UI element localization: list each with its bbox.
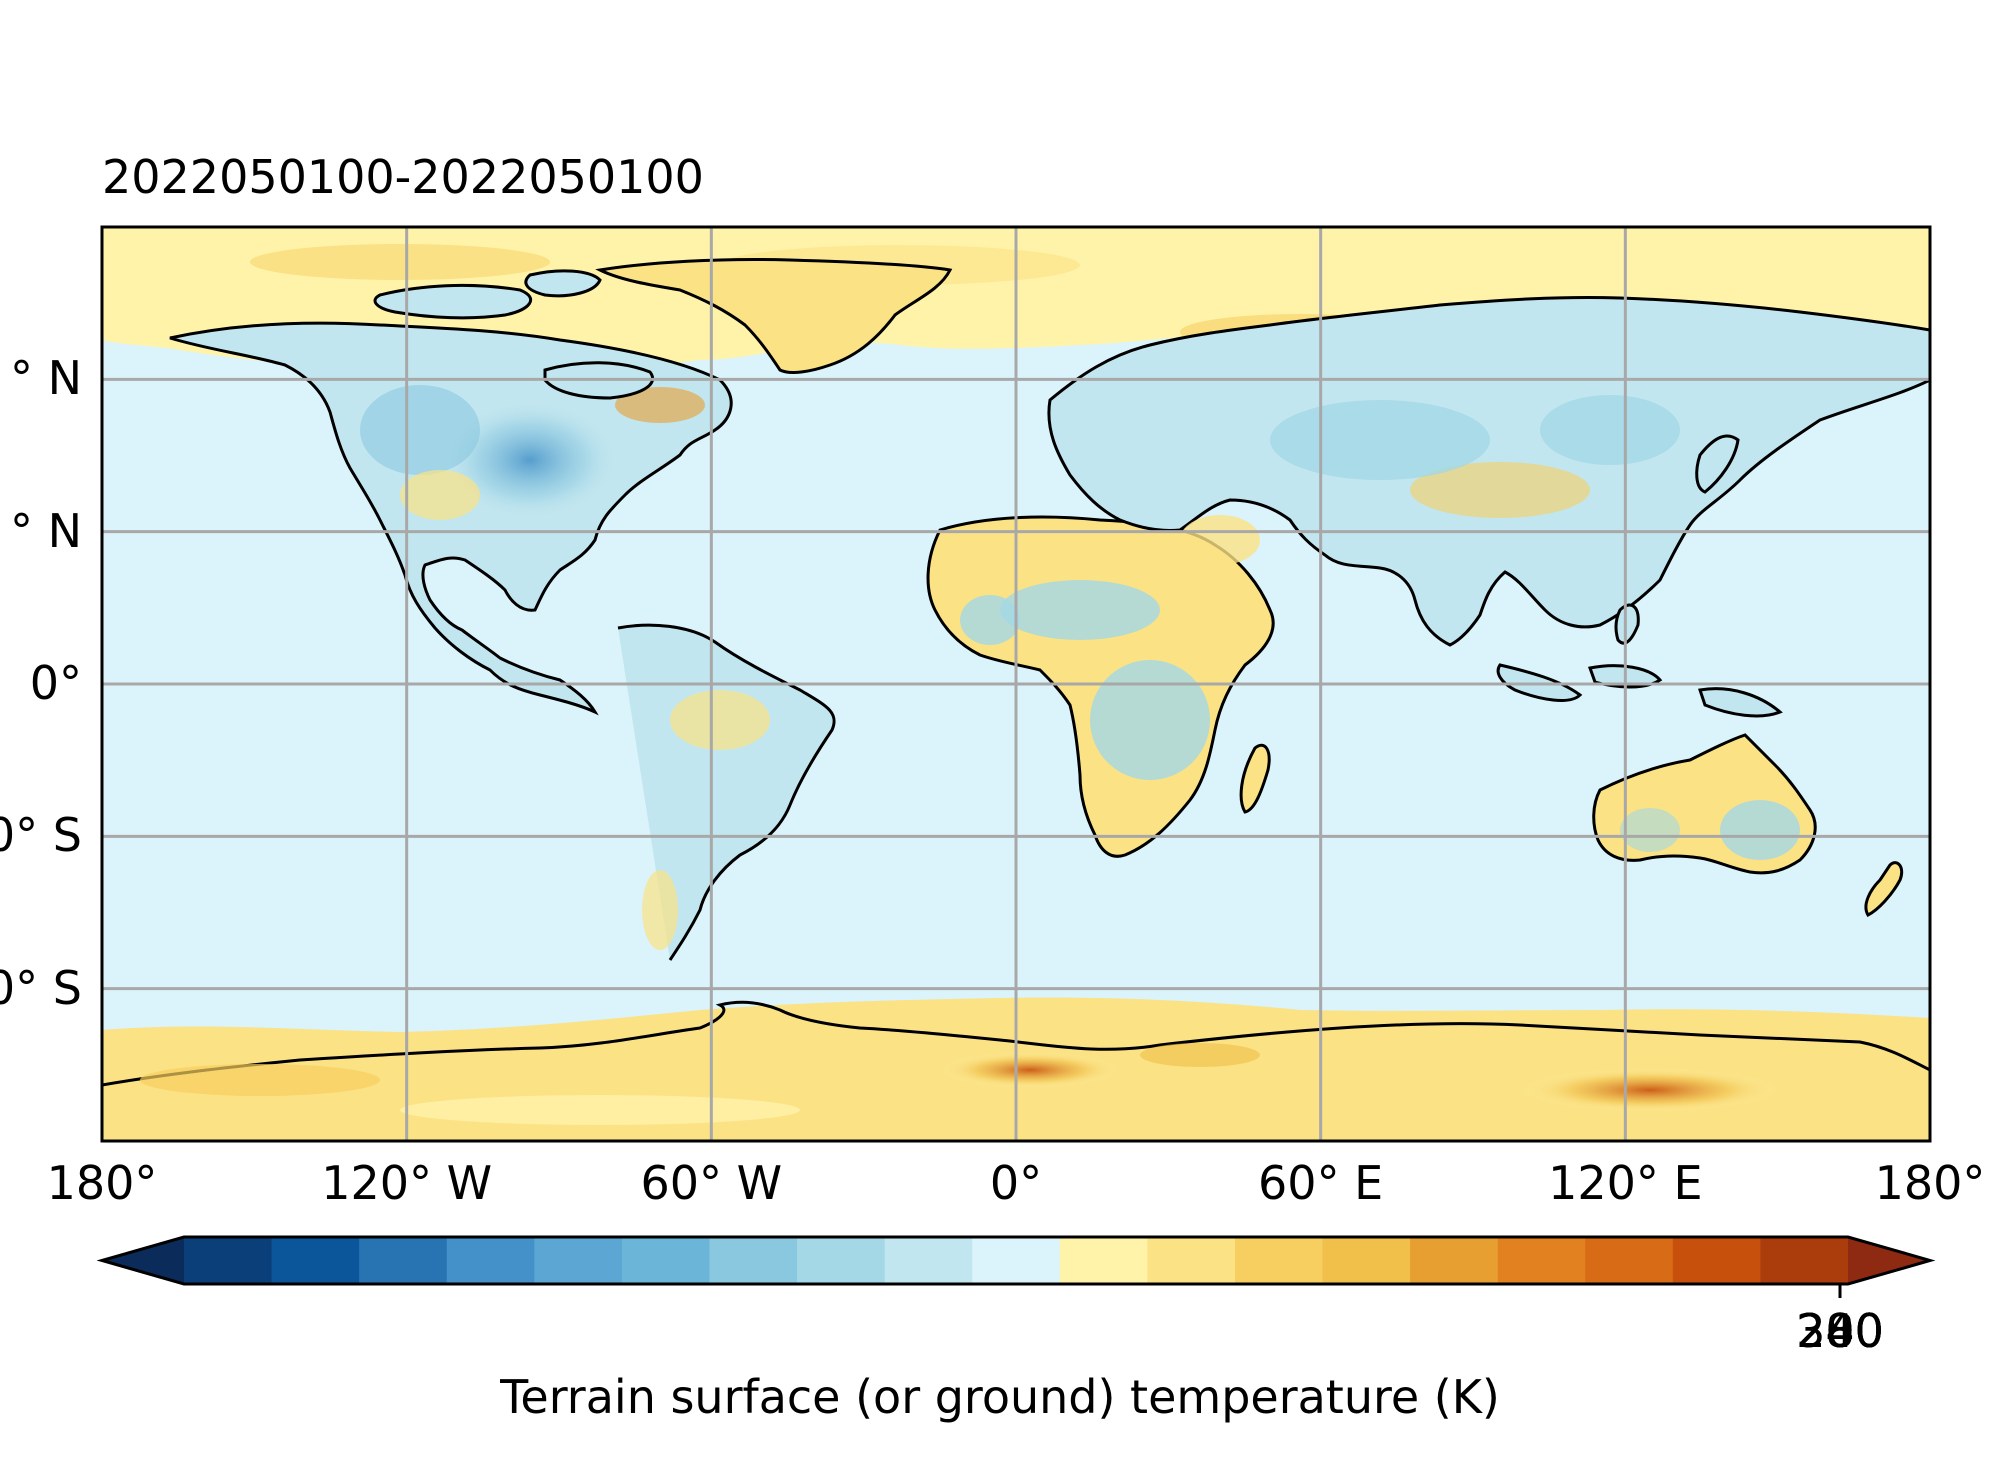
australia-cool-patch — [1620, 808, 1680, 852]
antarctic-warm-patch — [940, 1052, 1120, 1088]
colorbar-segment — [1672, 1237, 1761, 1284]
colorbar-tick-label: 200 240 280 300 — [1790, 1304, 1890, 1365]
latitude-tick-label: 0° — [29, 656, 82, 710]
map-title: 2022050100-2022050100 — [102, 150, 704, 204]
longitude-tick-label: 180° — [1874, 1156, 1986, 1210]
colorbar-segment — [1322, 1237, 1411, 1284]
colorbar-segment — [534, 1237, 623, 1284]
latitude-tick-label: 0° S — [0, 960, 82, 1015]
na-warm-patch — [400, 470, 480, 520]
colorbar — [96, 1235, 1936, 1298]
na-cold-patch — [440, 400, 620, 520]
antarctic-warm-patch — [1520, 1068, 1780, 1112]
colorbar-segment — [621, 1237, 710, 1284]
asia-cool-patch — [1540, 395, 1680, 465]
colorbar-segment — [709, 1237, 798, 1284]
longitude-tick-label: 120° W — [321, 1156, 493, 1210]
colorbar-segment — [1410, 1237, 1499, 1284]
sa-warm-patch — [670, 690, 770, 750]
asia-warm-patch — [1410, 462, 1590, 518]
map-frame — [100, 225, 1932, 1143]
longitude-tick-label: 60° W — [640, 1156, 783, 1210]
arctic-warm-patch — [250, 244, 550, 280]
longitude-tick-label: 60° E — [1258, 1156, 1384, 1210]
colorbar-segment — [446, 1237, 535, 1284]
colorbar-segment — [271, 1237, 360, 1284]
colorbar-segment — [884, 1237, 973, 1284]
colorbar-label: Terrain surface (or ground) temperature … — [500, 1370, 1500, 1424]
antarctica-coast — [102, 1000, 1930, 1087]
colorbar-extend-max — [1848, 1237, 1930, 1284]
longitude-tick-label: 180° — [46, 1156, 158, 1210]
africa-cool-patch — [960, 595, 1020, 645]
sa-warm-patch — [642, 870, 678, 950]
colorbar-segment — [972, 1237, 1061, 1284]
colorbar-segment — [1234, 1237, 1324, 1284]
longitude-tick-label: 0° — [989, 1156, 1043, 1210]
antarctic-warm-patch — [140, 1064, 380, 1096]
landmass-new-zealand — [1864, 861, 1904, 917]
na-cold-patch — [360, 385, 480, 475]
colorbar-tick-label-text: 200 — [1796, 1304, 1884, 1358]
latitude-tick-label: ° N — [9, 351, 82, 406]
landmass-madagascar — [1239, 743, 1271, 814]
colorbar-outline — [96, 1235, 1936, 1286]
colorbar-segment — [1147, 1237, 1236, 1284]
latitude-tick-label: 0° S — [0, 808, 82, 863]
gridlines — [102, 227, 1930, 1141]
colorbar-segment — [1497, 1237, 1586, 1284]
australia-cool-patch — [1720, 800, 1800, 860]
asia-warm-patch — [1180, 515, 1260, 565]
na-warm-patch — [615, 387, 705, 423]
colorbar-segment — [1760, 1237, 1849, 1284]
latitude-tick-label: ° N — [9, 503, 82, 558]
colorbar-tick-label-text: 280 — [1796, 1304, 1884, 1358]
colorbar-extend-min — [102, 1237, 184, 1284]
colorbar-segment — [1585, 1237, 1674, 1284]
landmass-greenland — [595, 258, 953, 374]
longitude-tick-label: 120° E — [1548, 1156, 1703, 1210]
africa-cool-patch — [1000, 580, 1160, 640]
colorbar-segment — [1059, 1237, 1148, 1284]
colorbar-tick-label-text: 240 — [1796, 1304, 1884, 1358]
colorbar-segment — [797, 1237, 886, 1284]
africa-cool-patch — [1090, 660, 1210, 780]
landmass-south-america — [617, 623, 836, 961]
colorbar-segment — [359, 1237, 448, 1284]
colorbar-segment — [184, 1237, 273, 1284]
colorbar-tick-label-text: 300 — [1796, 1304, 1884, 1358]
antarctic-warm-patch — [1140, 1043, 1260, 1067]
antarctic-warm-patch — [400, 1095, 800, 1125]
asia-cool-patch — [1270, 400, 1490, 480]
